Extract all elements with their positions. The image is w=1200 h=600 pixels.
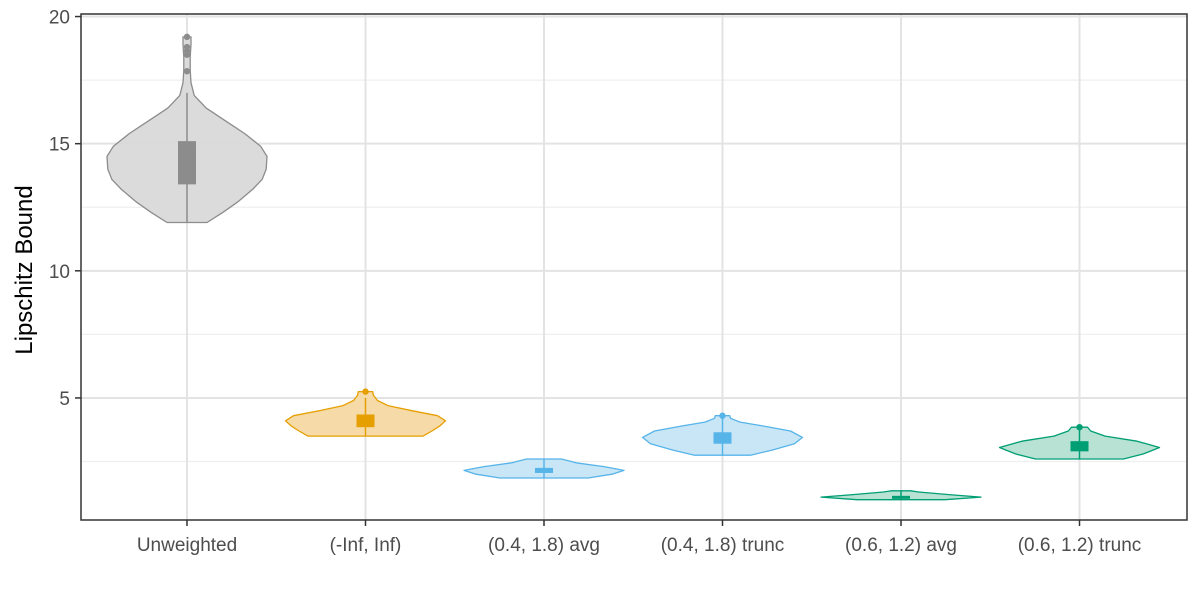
x-tick-label-3: (0.4, 1.8) trunc — [661, 535, 785, 556]
outlier-0-4 — [183, 33, 191, 41]
y-axis-title: Lipschitz Bound — [11, 185, 38, 354]
x-tick-label-5: (0.6, 1.2) trunc — [1018, 535, 1142, 556]
outlier-3-0 — [719, 412, 726, 419]
violin-group-3 — [641, 412, 804, 456]
x-tick-label-2: (0.4, 1.8) avg — [488, 535, 600, 556]
violin-group-5 — [998, 423, 1161, 460]
violin-group-2 — [463, 458, 625, 479]
y-tick-label-10: 10 — [49, 262, 70, 283]
plot-panel-border — [80, 13, 1188, 521]
box-0 — [178, 141, 196, 185]
x-tick-label-4: (0.6, 1.2) avg — [845, 535, 957, 556]
x-tick-label-1: (-Inf, Inf) — [330, 535, 402, 556]
box-5 — [1070, 441, 1089, 452]
y-tick-label-20: 20 — [49, 8, 70, 29]
violin-group-1 — [284, 388, 447, 437]
outlier-1-0 — [362, 388, 369, 395]
outlier-0-0 — [183, 68, 191, 75]
y-tick-label-5: 5 — [59, 389, 70, 410]
x-tick-label-0: Unweighted — [137, 535, 237, 556]
y-tick-label-15: 15 — [49, 135, 70, 156]
violin-group-0 — [106, 33, 268, 224]
axes: 5 10 15 20 Unweighted (-Inf, Inf) (0.4, 1.8) a… — [49, 8, 1141, 556]
violins — [106, 33, 1161, 501]
outlier-5-0 — [1076, 423, 1083, 431]
violin-group-4 — [820, 490, 982, 501]
outlier-0-3 — [183, 43, 191, 51]
